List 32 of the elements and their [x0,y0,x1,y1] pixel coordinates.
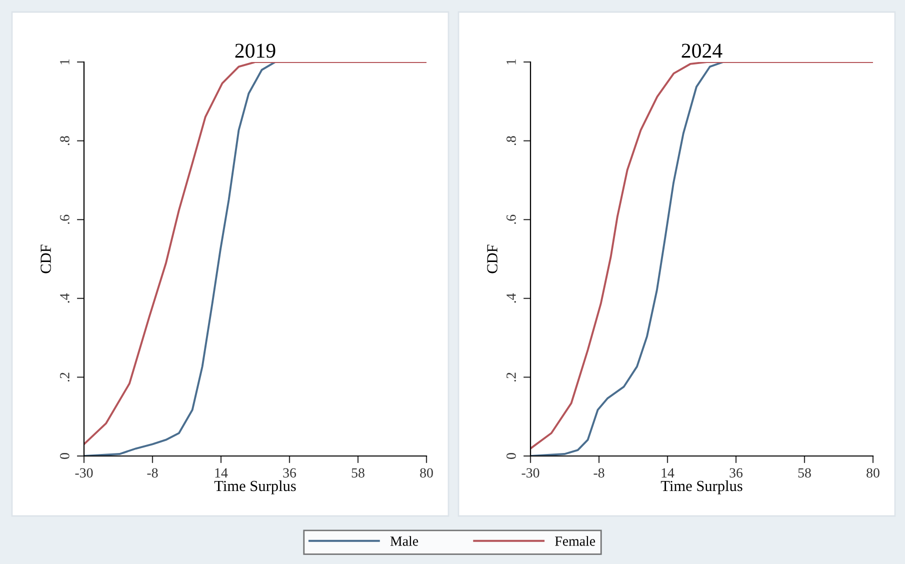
y-tick-label: .6 [60,214,70,224]
x-tick-label: 80 [866,468,880,478]
x-tick-label: 80 [420,468,433,478]
y-axis-title: CDF [487,244,498,274]
y-tick-label: 1 [60,59,70,64]
y-tick-label: .4 [506,293,516,303]
x-axis-title: Time Surplus [660,480,742,494]
y-tick-label: .8 [60,136,70,146]
x-tick-label: -8 [594,468,604,478]
y-tick-label: .8 [506,136,516,146]
chart-title: 2019 [235,44,276,58]
x-tick-label: 14 [215,468,228,478]
x-tick-label: 58 [352,468,364,478]
x-tick-label: 36 [283,468,296,478]
y-tick-label: 0 [60,453,70,459]
legend-label: Male [390,536,418,546]
y-tick-label: 1 [506,59,516,64]
x-tick-label: 14 [662,468,674,478]
x-tick-label: -8 [147,468,158,478]
x-axis-title: Time Surplus [214,480,296,494]
x-tick-label: -30 [522,468,540,478]
y-tick-label: .4 [60,293,70,303]
y-tick-label: 0 [506,453,516,459]
x-tick-label: 36 [730,468,743,478]
y-tick-label: .2 [60,372,70,382]
y-axis-title: CDF [40,244,51,274]
chart-title: 2024 [682,44,722,58]
x-tick-label: 58 [798,468,811,478]
x-tick-label: -30 [75,468,93,478]
legend-label: Female [555,536,596,546]
y-tick-label: .6 [506,214,516,224]
y-tick-label: .2 [506,372,516,382]
